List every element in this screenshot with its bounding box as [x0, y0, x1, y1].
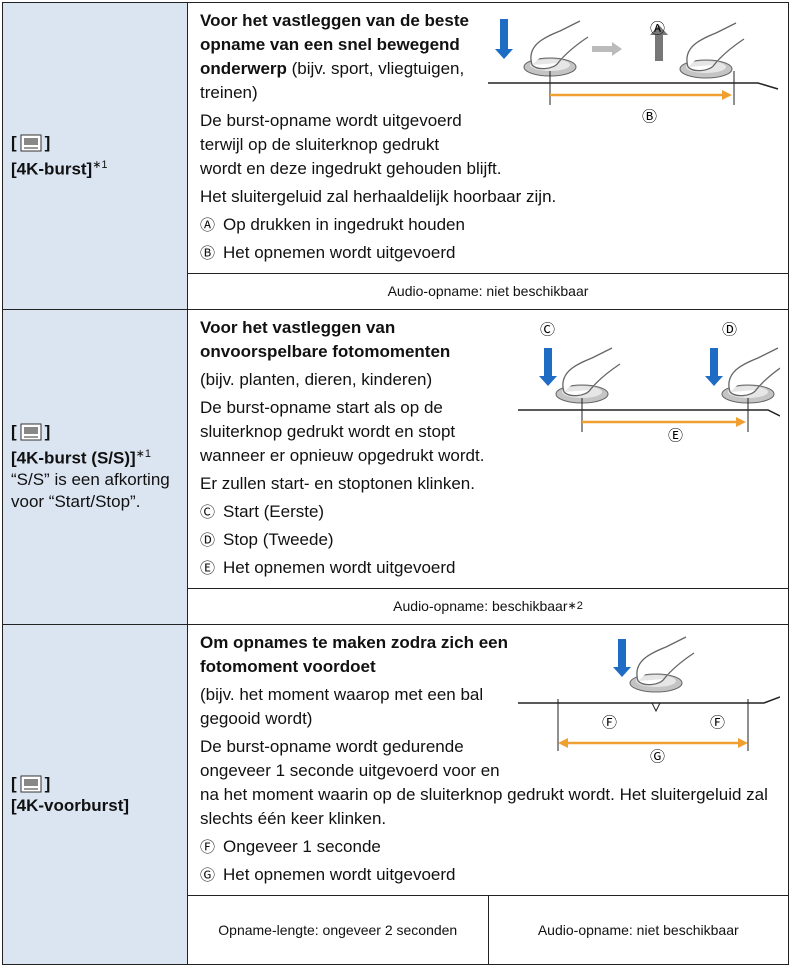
item-text: Het opnemen wordt uitgevoerd	[223, 558, 456, 577]
diagram: Ⓕ Ⓕ Ⓖ	[518, 631, 781, 770]
item-text: Ongeveer 1 seconde	[223, 837, 381, 856]
content-cell: Ⓕ Ⓕ Ⓖ Om opnames te maken zodra zich een fo…	[188, 625, 788, 964]
heading-paragraph: Voor het vastleggen van de beste opname …	[200, 9, 780, 105]
diagram-label: Ⓒ	[540, 321, 555, 339]
footer-text: Opname-lengte: ongeveer 2 seconden	[218, 921, 458, 938]
legend-item: Ⓖ Het opnemen wordt uitgevoerd	[200, 863, 780, 887]
mode-icon	[20, 775, 42, 793]
bracket: ]	[44, 132, 51, 152]
mode-icon	[20, 134, 42, 152]
mode-icon-line: []	[11, 773, 179, 795]
bracket: [	[11, 132, 17, 152]
item-marker: Ⓔ	[200, 559, 216, 577]
paragraph: De burst-opname start als op de sluiterk…	[200, 398, 485, 465]
paragraph: De burst-opname wordt uitgevoerd terwijl…	[200, 111, 502, 178]
footer-row: Opname-lengte: ongeveer 2 seconden Audio-…	[188, 895, 788, 964]
description: Ⓒ Ⓓ Ⓔ Voor het vastleggen van onvoorspelbar…	[188, 310, 788, 588]
heading-rest: (bijv. sport, vliegtuigen, treinen)	[200, 59, 465, 102]
content-cell: Ⓐ Ⓑ Voor het vastleggen van de beste opnam…	[188, 3, 788, 309]
item-text: Op drukken in ingedrukt houden	[223, 215, 465, 234]
mode-label-line: [4K-burst (S/S)]∗1	[11, 443, 179, 470]
mode-cell: [] [4K-burst]∗1	[3, 3, 188, 309]
diagram-label: Ⓐ	[650, 20, 665, 38]
heading-paragraph: Voor het vastleggen van onvoorspelbare f…	[200, 316, 780, 364]
diagram-label: Ⓓ	[722, 321, 737, 339]
item-marker: Ⓑ	[200, 244, 216, 262]
mode-label: [4K-voorburst]	[11, 795, 130, 815]
table-row: [] [4K-burst (S/S)]∗1 “S/S” is een afkorti…	[3, 310, 789, 625]
legend-item: Ⓐ Op drukken in ingedrukt houden	[200, 213, 780, 237]
diagram-label: Ⓖ	[650, 748, 665, 764]
item-marker: Ⓓ	[200, 531, 216, 549]
footnote-mark: ∗1	[135, 447, 152, 460]
item-text: Stop (Tweede)	[223, 530, 334, 549]
footnote-mark: ∗1	[92, 158, 108, 171]
footer-cell: Audio-opname: niet beschikbaar	[487, 896, 789, 964]
bracket: ]	[44, 773, 51, 793]
footnote-mark: ∗2	[567, 600, 583, 612]
diagram: Ⓒ Ⓓ Ⓔ	[518, 316, 787, 455]
footer-text: Audio-opname: niet beschikbaar	[537, 921, 739, 938]
item-marker: Ⓒ	[200, 503, 216, 521]
paragraph: (bijv. het moment waarop met een bal geg…	[200, 685, 484, 728]
bracket: ]	[44, 421, 51, 441]
bracket: [	[11, 421, 17, 441]
footer-cell: Audio-opname: niet beschikbaar	[188, 274, 788, 309]
diagram-label: Ⓔ	[668, 427, 683, 445]
legend-item: Ⓕ Ongeveer 1 seconde	[200, 835, 780, 859]
mode-label: [4K-burst (S/S)]	[11, 448, 136, 468]
table-row: [] [4K-voorburst] Ⓕ Ⓕ Ⓖ Om opnames te maken …	[3, 625, 789, 965]
diagram-label: Ⓕ	[602, 714, 617, 732]
content-cell: Ⓒ Ⓓ Ⓔ Voor het vastleggen van onvoorspelbar…	[188, 310, 788, 624]
paragraph: Het sluitergeluid zal herhaaldelijk hoor…	[200, 187, 557, 206]
item-marker: Ⓐ	[200, 216, 216, 234]
footer-text: Audio-opname: niet beschikbaar	[387, 283, 589, 299]
mode-cell: [] [4K-burst (S/S)]∗1 “S/S” is een afkorti…	[3, 310, 188, 624]
item-marker: Ⓖ	[200, 866, 216, 884]
item-marker: Ⓕ	[200, 838, 216, 856]
footer-row: Audio-opname: niet beschikbaar	[188, 273, 788, 309]
footer-text: Audio-opname: beschikbaar	[393, 598, 568, 614]
mode-label-line: [4K-voorburst]	[11, 795, 179, 817]
legend-item: Ⓑ Het opnemen wordt uitgevoerd	[200, 241, 780, 265]
description: Ⓕ Ⓕ Ⓖ Om opnames te maken zodra zich een fo…	[188, 625, 788, 895]
legend-item: Ⓔ Het opnemen wordt uitgevoerd	[200, 556, 780, 580]
footer-row: Audio-opname: beschikbaar ∗2	[188, 588, 788, 624]
item-text: Start (Eerste)	[223, 502, 325, 521]
mode-icon-line: []	[11, 132, 179, 154]
mode-cell: [] [4K-voorburst]	[3, 625, 188, 964]
paragraph: De burst-opname wordt gedurende ongeveer…	[200, 737, 768, 828]
diagram-label: Ⓕ	[710, 714, 725, 732]
mode-icon	[20, 423, 42, 441]
heading: Voor het vastleggen van de beste opname …	[200, 11, 469, 78]
legend-item: Ⓓ Stop (Tweede)	[200, 528, 780, 552]
footer-cell: Audio-opname: beschikbaar ∗2	[188, 589, 788, 624]
table-row: [] [4K-burst]∗1 Ⓐ Ⓑ Voor het vastleggen van…	[3, 3, 789, 310]
diagram: Ⓐ Ⓑ	[488, 9, 780, 138]
shutter-diagram: ⒶⒷ	[488, 19, 779, 126]
item-text: Het opnemen wordt uitgevoerd	[223, 243, 456, 262]
shutter-diagram: Ⓒ Ⓓ Ⓔ	[518, 321, 787, 445]
paragraph: Er zullen start- en stoptonen klinken.	[200, 474, 475, 493]
heading: Voor het vastleggen van onvoorspelbare f…	[200, 318, 451, 361]
heading: Om opnames te maken zodra zich een fotom…	[200, 633, 508, 676]
legend-item: Ⓒ Start (Eerste)	[200, 500, 780, 524]
diagram-label: Ⓑ	[642, 108, 657, 126]
paragraph: (bijv. planten, dieren, kinderen)	[200, 370, 433, 389]
description: Ⓐ Ⓑ Voor het vastleggen van de beste opnam…	[188, 3, 788, 273]
bracket: [	[11, 773, 17, 793]
mode-table: [] [4K-burst]∗1 Ⓐ Ⓑ Voor het vastleggen van…	[2, 2, 789, 965]
footer-cell: Opname-lengte: ongeveer 2 seconden	[188, 896, 488, 964]
mode-label-line: [4K-burst]∗1	[11, 154, 179, 181]
mode-description: “S/S” is een afkorting voor “Start/Stop”…	[11, 470, 170, 512]
mode-label: [4K-burst]	[11, 159, 93, 179]
item-text: Het opnemen wordt uitgevoerd	[223, 865, 456, 884]
mode-icon-line: []	[11, 421, 179, 443]
shutter-diagram: Ⓕ Ⓕ Ⓖ	[518, 636, 781, 766]
heading-paragraph: Om opnames te maken zodra zich een fotom…	[200, 631, 780, 679]
